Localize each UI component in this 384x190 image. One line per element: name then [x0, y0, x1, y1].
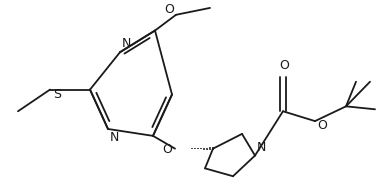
Text: S: S: [53, 88, 61, 101]
Text: N: N: [257, 141, 266, 154]
Text: N: N: [110, 131, 119, 144]
Text: O: O: [317, 119, 327, 132]
Text: O: O: [164, 3, 174, 16]
Text: O: O: [279, 59, 289, 72]
Text: O: O: [162, 143, 172, 156]
Text: N: N: [122, 37, 131, 50]
